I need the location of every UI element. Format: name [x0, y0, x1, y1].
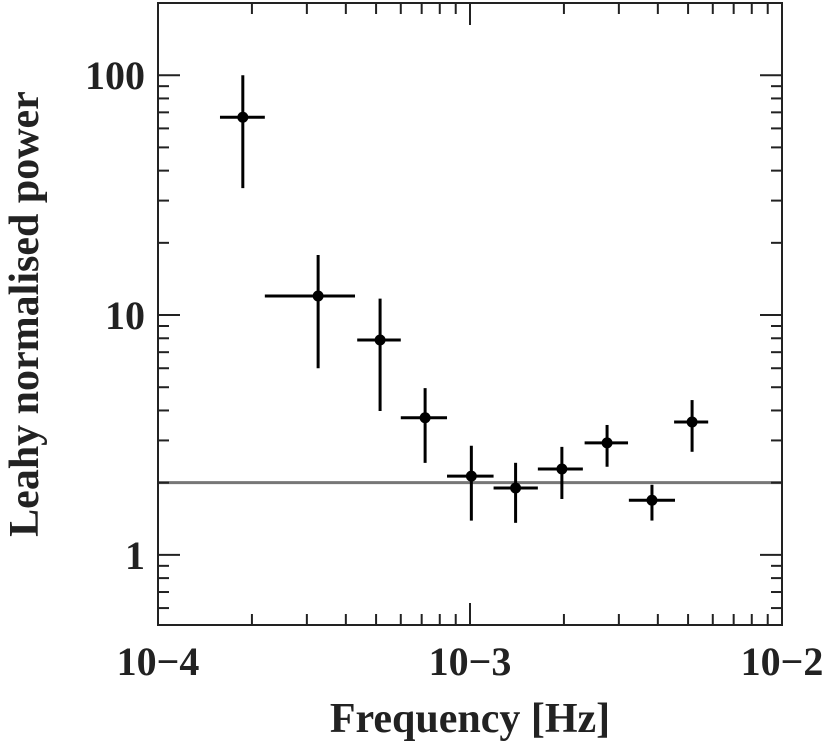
data-point — [237, 111, 249, 123]
data-point — [312, 290, 324, 302]
y-tick-label: 1 — [125, 533, 145, 578]
y-tick-label: 100 — [85, 53, 145, 98]
data-point — [646, 494, 658, 506]
data-point — [601, 437, 613, 449]
data-point — [510, 482, 522, 494]
data-point — [686, 416, 698, 428]
plot-frame — [157, 2, 783, 626]
data-point — [556, 463, 568, 475]
data-point — [419, 412, 431, 424]
x-tick-label: 10−2 — [741, 639, 824, 684]
x-tick-label: 10−4 — [117, 639, 200, 684]
data-point — [374, 334, 386, 346]
data-point — [465, 470, 477, 482]
x-axis-title: Frequency [Hz] — [330, 696, 610, 742]
x-tick-label: 10−3 — [429, 639, 512, 684]
y-axis-title: Leahy normalised power — [2, 91, 48, 537]
y-tick-label: 10 — [105, 293, 145, 338]
